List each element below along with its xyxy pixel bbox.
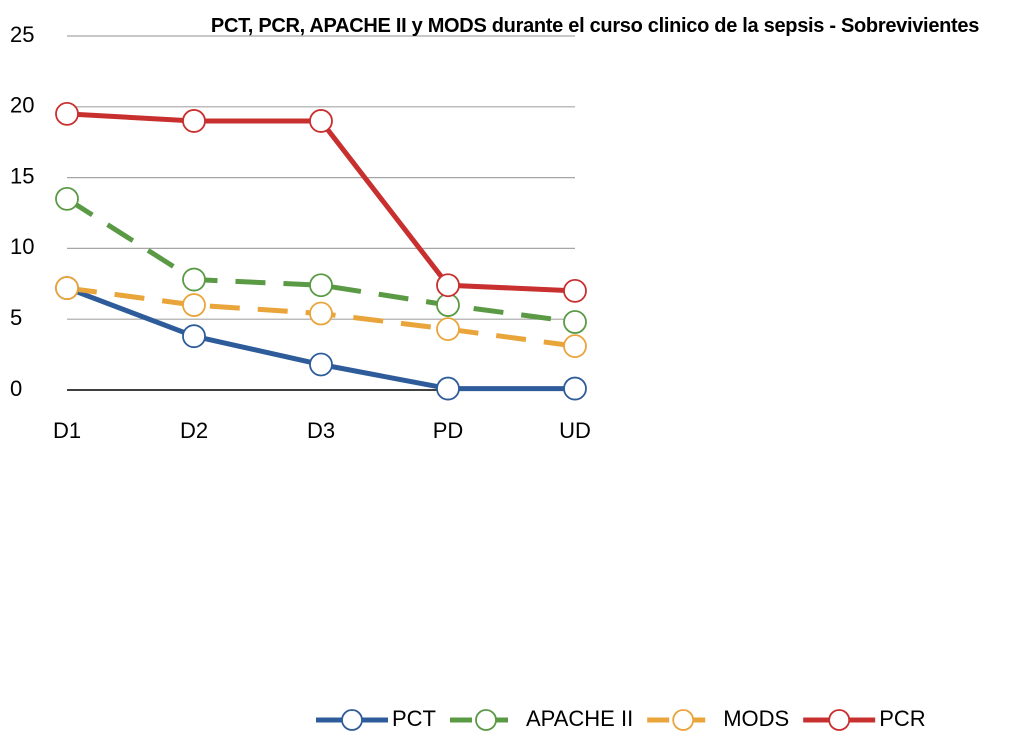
point-marker bbox=[563, 310, 587, 334]
point-marker bbox=[563, 278, 587, 303]
legend-marker bbox=[672, 709, 695, 731]
legend-label: PCT bbox=[392, 706, 436, 731]
point-marker bbox=[563, 334, 587, 359]
series-line bbox=[65, 196, 576, 325]
y-tick-label: 25 bbox=[10, 22, 34, 47]
series-line bbox=[66, 111, 576, 294]
x-tick-label: D2 bbox=[180, 418, 208, 443]
legend-marker bbox=[341, 709, 363, 731]
legend-label: PCR bbox=[879, 706, 925, 731]
x-tick-label: D1 bbox=[53, 418, 81, 443]
legend-label: MODS bbox=[723, 706, 789, 731]
y-tick-label: 10 bbox=[10, 234, 34, 259]
point-marker bbox=[182, 324, 206, 349]
point-marker bbox=[182, 267, 206, 292]
y-tick-label: 5 bbox=[10, 305, 22, 330]
point-marker bbox=[55, 186, 79, 211]
point-marker bbox=[309, 109, 333, 133]
point-marker bbox=[436, 293, 460, 317]
point-marker bbox=[309, 352, 333, 377]
point-marker bbox=[182, 109, 206, 133]
point-marker bbox=[436, 317, 460, 342]
legend-marker bbox=[828, 709, 851, 731]
point-marker bbox=[436, 273, 460, 298]
y-tick-label: 0 bbox=[10, 376, 22, 401]
point-marker bbox=[182, 293, 206, 317]
legend-marker bbox=[475, 709, 497, 731]
y-tick-label: 15 bbox=[10, 163, 34, 188]
point-marker bbox=[309, 273, 333, 298]
point-marker bbox=[55, 101, 79, 126]
chart-title: PCT, PCR, APACHE II y MODS durante el cu… bbox=[210, 15, 980, 37]
point-marker bbox=[55, 276, 79, 300]
x-tick-label: UD bbox=[559, 418, 591, 443]
x-tick-label: D3 bbox=[307, 418, 335, 443]
legend-label: APACHE II bbox=[526, 706, 633, 731]
y-tick-label: 20 bbox=[10, 93, 34, 118]
x-tick-label: PD bbox=[433, 418, 464, 443]
point-marker bbox=[563, 376, 587, 401]
point-marker bbox=[436, 376, 460, 401]
point-marker bbox=[309, 301, 333, 326]
